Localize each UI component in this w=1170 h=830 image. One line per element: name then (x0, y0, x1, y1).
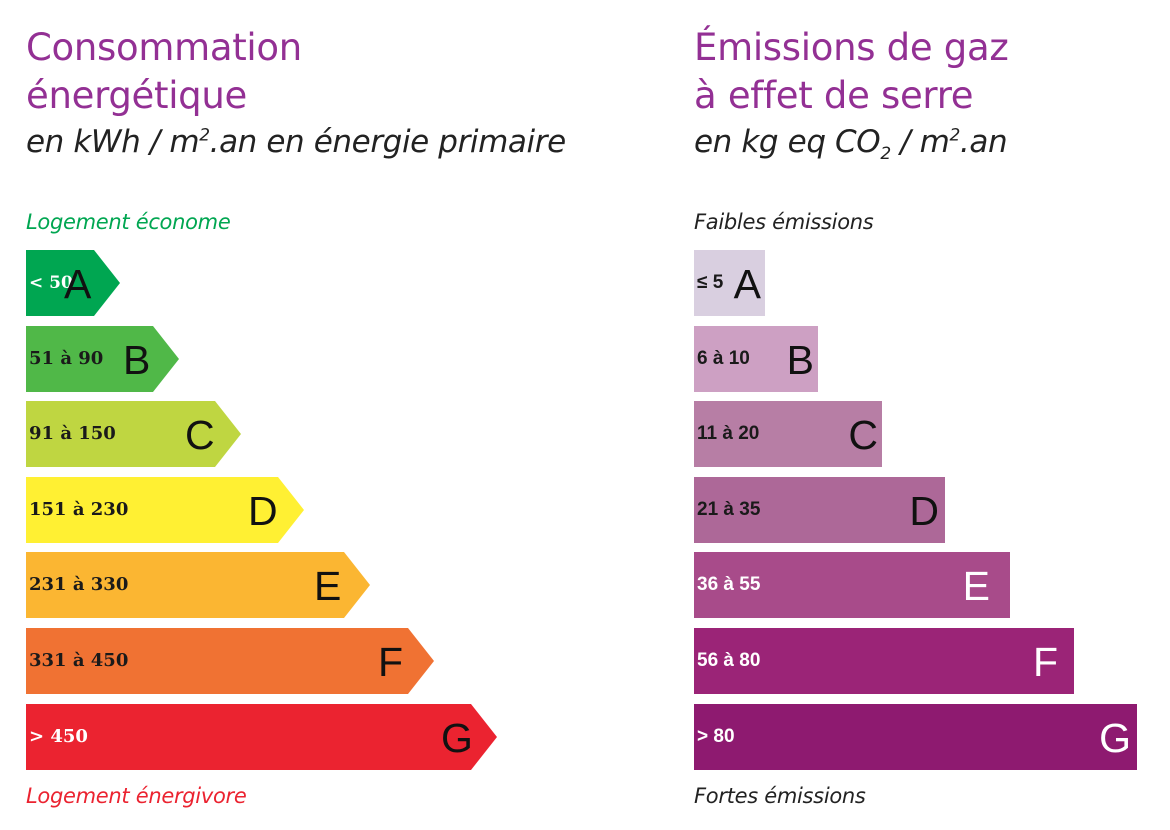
energy-class-letter: C (185, 412, 215, 458)
ghg-range-label: 56 à 80 (697, 650, 761, 671)
energy-class-letter: G (441, 715, 473, 761)
ghg-class-letter: A (733, 261, 761, 307)
energy-class-letter: F (378, 639, 404, 685)
energy-range-label: 91 à 150 (29, 423, 116, 444)
energy-unit-b: .an en énergie primaire (209, 124, 567, 160)
energy-class-e: 231 à 330 E (26, 552, 370, 618)
energy-class-b: 51 à 90 B (26, 326, 179, 392)
arrow-shape-icon (26, 326, 179, 392)
energy-class-g: > 450 G (26, 704, 497, 770)
energy-class-c: 91 à 150 C (26, 401, 241, 467)
ghg-range-label: > 80 (697, 726, 735, 747)
ghg-class-e: 36 à 55 E (694, 552, 1010, 618)
ghg-class-letter: D (909, 488, 939, 534)
energy-unit-sup: 2 (199, 125, 210, 146)
ghg-class-c: 11 à 20 C (694, 401, 882, 467)
ghg-range-label: 6 à 10 (697, 348, 750, 369)
bar-shape (694, 477, 945, 543)
energy-class-d: 151 à 230 D (26, 477, 304, 543)
energy-title-line1: Consommation (26, 26, 302, 69)
arrow-shape-icon (26, 401, 241, 467)
arrow-shape-icon (26, 552, 370, 618)
ghg-bottom-label: Fortes émissions (694, 784, 866, 808)
bar-shape (694, 704, 1137, 770)
energy-class-f: 331 à 450 F (26, 628, 434, 694)
arrow-shape-icon (26, 250, 120, 316)
energy-bottom-label: Logement énergivore (26, 784, 247, 808)
ghg-class-letter: B (786, 337, 814, 383)
arrow-shape-icon (26, 477, 304, 543)
arrow-shape-icon (26, 704, 497, 770)
ghg-range-label: ≤ 5 (697, 272, 724, 293)
ghg-unit-sub: 2 (880, 144, 891, 165)
energy-range-label: 331 à 450 (29, 650, 129, 671)
energy-title-line2: énergétique (26, 74, 247, 117)
ghg-unit-subtitle: en kg eq CO2 / m2.an (694, 122, 1008, 165)
ghg-unit-a: en kg eq CO (694, 124, 881, 160)
energy-class-letter: D (248, 488, 278, 534)
ghg-class-letter: C (848, 412, 878, 458)
energy-top-label: Logement économe (26, 210, 231, 234)
bar-shape (694, 552, 1010, 618)
ghg-unit-b: / m (890, 124, 950, 160)
ghg-class-g: > 80 G (694, 704, 1137, 770)
ghg-title-line2: à effet de serre (694, 74, 974, 117)
energy-class-letter: E (314, 563, 342, 609)
ghg-class-letter: G (1099, 715, 1131, 761)
ghg-unit-c: .an (959, 124, 1008, 160)
ghg-class-letter: F (1032, 639, 1058, 685)
ghg-class-f: 56 à 80 F (694, 628, 1074, 694)
ghg-title-line1: Émissions de gaz (694, 26, 1009, 69)
energy-range-label: 51 à 90 (29, 348, 104, 369)
ghg-range-label: 36 à 55 (697, 574, 761, 595)
energy-class-a: < 50 A (26, 250, 120, 316)
ghg-class-b: 6 à 10 B (694, 326, 818, 392)
energy-unit-a: en kWh / m (26, 124, 200, 160)
energy-range-label: < 50 (29, 273, 73, 293)
bar-shape (694, 250, 765, 316)
ghg-top-label: Faibles émissions (694, 210, 874, 234)
energy-unit-subtitle: en kWh / m2.an en énergie primaire (26, 122, 566, 162)
energy-range-label: 231 à 330 (29, 574, 129, 595)
ghg-unit-sup: 2 (949, 125, 961, 146)
ghg-class-a: ≤ 5 A (694, 250, 765, 316)
energy-class-letter: A (64, 261, 92, 307)
energy-class-letter: B (123, 337, 151, 383)
ghg-range-label: 21 à 35 (697, 499, 761, 520)
ghg-class-letter: E (962, 563, 990, 609)
ghg-class-d: 21 à 35 D (694, 477, 945, 543)
ghg-range-label: 11 à 20 (697, 423, 760, 444)
bar-shape (694, 628, 1074, 694)
bar-shape (694, 326, 818, 392)
arrow-shape-icon (26, 628, 434, 694)
energy-range-label: > 450 (29, 726, 88, 747)
energy-range-label: 151 à 230 (29, 499, 129, 520)
bar-shape (694, 401, 882, 467)
